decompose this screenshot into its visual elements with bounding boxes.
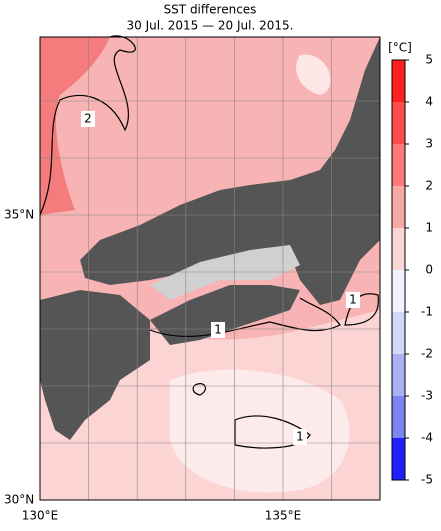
contour <box>234 415 311 449</box>
land <box>150 285 300 345</box>
colorbar-tick-label: -5 <box>421 473 433 487</box>
colorbar-tick-label: -3 <box>421 389 433 403</box>
light-area <box>170 369 350 493</box>
lon-label: 135°E <box>265 509 302 523</box>
colorbar-tick-label: 3 <box>425 137 433 151</box>
colorbar-bin <box>392 438 405 480</box>
map: 2 1 1 1 <box>39 35 381 501</box>
colorbar-bin <box>392 186 405 228</box>
label-box <box>346 292 360 308</box>
title: SST differences <box>164 3 257 17</box>
colorbar-tick-label: -2 <box>421 347 433 361</box>
light-area <box>296 54 331 95</box>
colorbar-bin <box>392 270 405 312</box>
lat-label: 30°N <box>4 493 34 507</box>
colorbar-tick-label: 5 <box>425 53 433 67</box>
contour-label: 2 <box>84 112 92 126</box>
contour-label: 1 <box>214 323 222 337</box>
map-frame <box>39 36 381 501</box>
label-box <box>211 322 225 338</box>
contour-label: 1 <box>349 293 357 307</box>
colorbar-bin <box>392 60 405 102</box>
contour <box>39 35 136 216</box>
colorbar-tick-label: -4 <box>421 431 433 445</box>
colorbar-tick-label: 4 <box>425 95 433 109</box>
colorbar: 5 4 3 2 1 0 -1 -2 -3 -4 -5 <box>391 53 433 487</box>
warm-area <box>40 37 110 215</box>
colorbar-tick-label: -1 <box>421 305 433 319</box>
contour <box>192 383 207 396</box>
contour-labels: 2 1 1 1 <box>81 111 360 445</box>
inland-sea <box>150 245 300 300</box>
graticule <box>40 37 380 500</box>
contour <box>149 297 341 337</box>
colorbar-tick-label: 1 <box>425 221 433 235</box>
label-box <box>81 111 95 127</box>
colorbar-tick-label: 0 <box>425 263 433 277</box>
lat-label: 35°N <box>4 208 34 222</box>
colorbar-bin <box>392 312 405 354</box>
colorbar-bin <box>392 102 405 144</box>
label-box <box>293 429 307 445</box>
colorbar-bin <box>392 354 405 396</box>
colorbar-tick-label: 2 <box>425 179 433 193</box>
land <box>40 290 150 440</box>
colorbar-unit: [°C] <box>388 41 412 55</box>
land <box>80 37 380 305</box>
colorbar-bin <box>392 228 405 270</box>
lon-label: 130°E <box>22 509 59 523</box>
contour-label: 1 <box>296 430 304 444</box>
subtitle: 30 Jul. 2015 — 20 Jul. 2015. <box>127 19 294 33</box>
colorbar-bin <box>392 396 405 438</box>
colorbar-bin <box>392 144 405 186</box>
